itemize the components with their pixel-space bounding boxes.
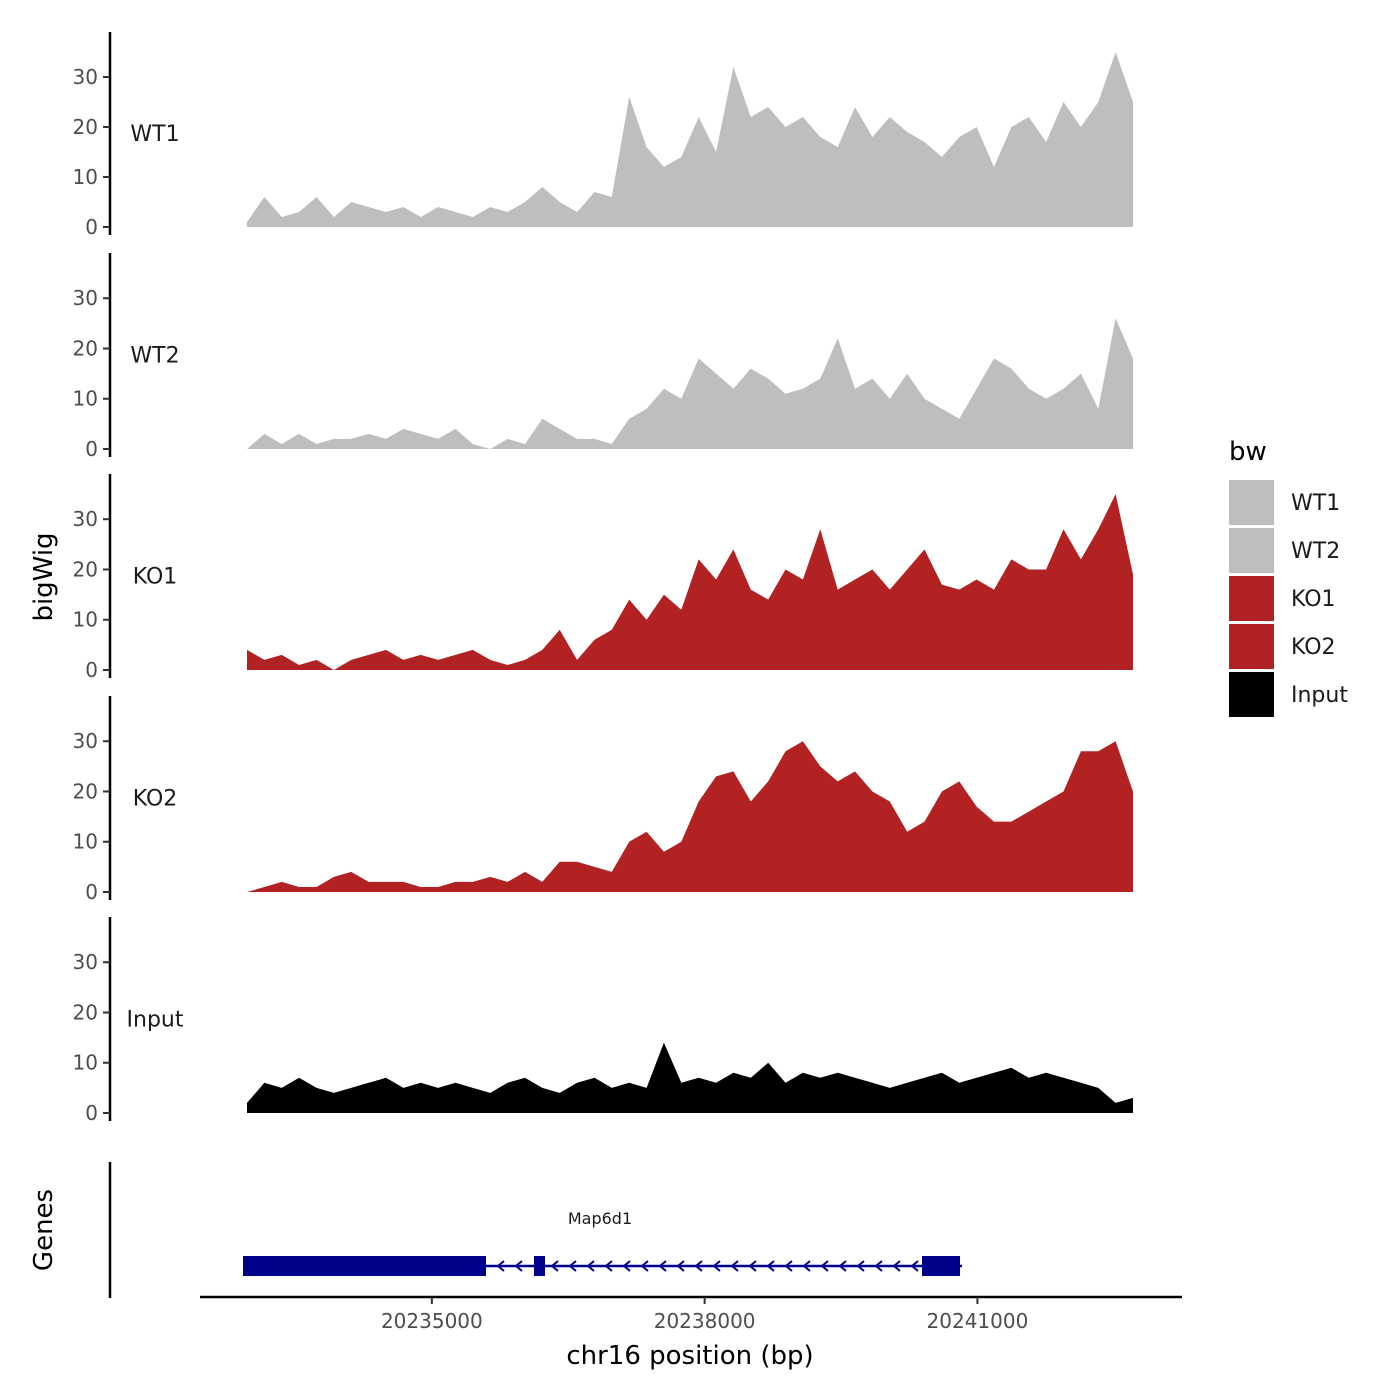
- strand-arrow: [892, 1260, 901, 1272]
- track-ko1: 0 10 20 30 KO1: [73, 474, 1133, 682]
- gene-name-label: Map6d1: [568, 1209, 632, 1228]
- strand-arrow: [586, 1260, 595, 1272]
- strand-arrow: [550, 1260, 559, 1272]
- y-tick-label: 30: [73, 286, 98, 310]
- y-tick-label: 0: [85, 658, 98, 682]
- area-wt2: [247, 318, 1133, 449]
- y-tick-label: 0: [85, 1101, 98, 1125]
- legend-label-wt1: WT1: [1291, 491, 1340, 516]
- legend-swatch-wt2: [1229, 528, 1274, 573]
- strand-arrow: [694, 1260, 703, 1272]
- strand-arrow: [496, 1260, 505, 1272]
- x-tick-label: 20235000: [381, 1309, 483, 1333]
- area-input: [247, 1042, 1133, 1113]
- strand-arrow: [874, 1260, 883, 1272]
- track-wt1: 0 10 20 30 WT1: [73, 32, 1133, 239]
- y-tick-label: 20: [73, 115, 98, 139]
- y-tick-label: 20: [73, 779, 98, 803]
- strand-arrow: [514, 1260, 523, 1272]
- y-tick-label: 20: [73, 557, 98, 581]
- strand-arrow: [784, 1260, 793, 1272]
- strand-arrow: [838, 1260, 847, 1272]
- y-tick-label: 10: [73, 1051, 98, 1075]
- strand-arrow: [856, 1260, 865, 1272]
- y-tick-label: 10: [73, 165, 98, 189]
- strand-arrow: [568, 1260, 577, 1272]
- strand-arrow: [802, 1260, 811, 1272]
- legend-label-ko2: KO2: [1291, 635, 1336, 660]
- track-label: WT2: [130, 344, 179, 369]
- y-axis-title: bigWig: [29, 532, 59, 621]
- legend-swatch-input: [1229, 672, 1274, 717]
- y-tick-label: 30: [73, 950, 98, 974]
- area-ko1: [247, 494, 1133, 670]
- track-wt2: 0 10 20 30 WT2: [73, 253, 1133, 461]
- y-tick-label: 0: [85, 880, 98, 904]
- y-tick-label: 20: [73, 336, 98, 360]
- track-label: Input: [127, 1008, 184, 1033]
- legend-swatch-ko2: [1229, 624, 1274, 669]
- legend-label-ko1: KO1: [1291, 587, 1336, 612]
- strand-arrow: [910, 1260, 919, 1272]
- gene-exon: [243, 1256, 486, 1276]
- y-tick-label: 10: [73, 387, 98, 411]
- strand-arrow: [622, 1260, 631, 1272]
- track-label: WT1: [130, 122, 179, 147]
- legend-title: bw: [1229, 437, 1267, 467]
- legend-swatch-ko1: [1229, 576, 1274, 621]
- strand-arrow: [820, 1260, 829, 1272]
- gene-panel-title: Genes: [29, 1189, 59, 1271]
- y-tick-label: 10: [73, 608, 98, 632]
- x-axis: 20235000 20238000 20241000: [200, 1295, 1182, 1333]
- track-label: KO2: [133, 787, 178, 812]
- x-axis-title: chr16 position (bp): [566, 1341, 813, 1371]
- strand-arrow: [640, 1260, 649, 1272]
- track-input: 0 10 20 30 Input: [73, 917, 1133, 1125]
- legend-swatch-wt1: [1229, 480, 1274, 525]
- y-tick-label: 30: [73, 729, 98, 753]
- strand-arrow: [604, 1260, 613, 1272]
- gene-exon: [922, 1256, 960, 1276]
- y-tick-label: 0: [85, 437, 98, 461]
- strand-arrow: [730, 1260, 739, 1272]
- y-tick-label: 30: [73, 65, 98, 89]
- gene-panel: Map6d1: [108, 1162, 962, 1298]
- x-tick-label: 20238000: [654, 1309, 756, 1333]
- strand-arrow: [712, 1260, 721, 1272]
- y-tick-label: 20: [73, 1000, 98, 1024]
- y-tick-label: 10: [73, 830, 98, 854]
- strand-arrow: [676, 1260, 685, 1272]
- gene-exon: [534, 1256, 545, 1276]
- track-ko2: 0 10 20 30 KO2: [73, 696, 1133, 904]
- y-tick-label: 30: [73, 507, 98, 531]
- signal-tracks: 0 10 20 30 WT1 0 10 20 30 WT2 0 10 20 30 KO1 0 10 20 30 KO2…: [73, 32, 1133, 1125]
- y-tick-label: 0: [85, 215, 98, 239]
- legend: bw WT1 WT2 KO1 KO2 Input: [1229, 437, 1348, 717]
- track-label: KO1: [133, 565, 178, 590]
- strand-arrow: [658, 1260, 667, 1272]
- x-tick-label: 20241000: [927, 1309, 1029, 1333]
- legend-label-input: Input: [1291, 683, 1348, 708]
- area-wt1: [247, 52, 1133, 227]
- legend-label-wt2: WT2: [1291, 539, 1340, 564]
- strand-arrow: [766, 1260, 775, 1272]
- strand-arrow: [748, 1260, 757, 1272]
- area-ko2: [247, 741, 1133, 892]
